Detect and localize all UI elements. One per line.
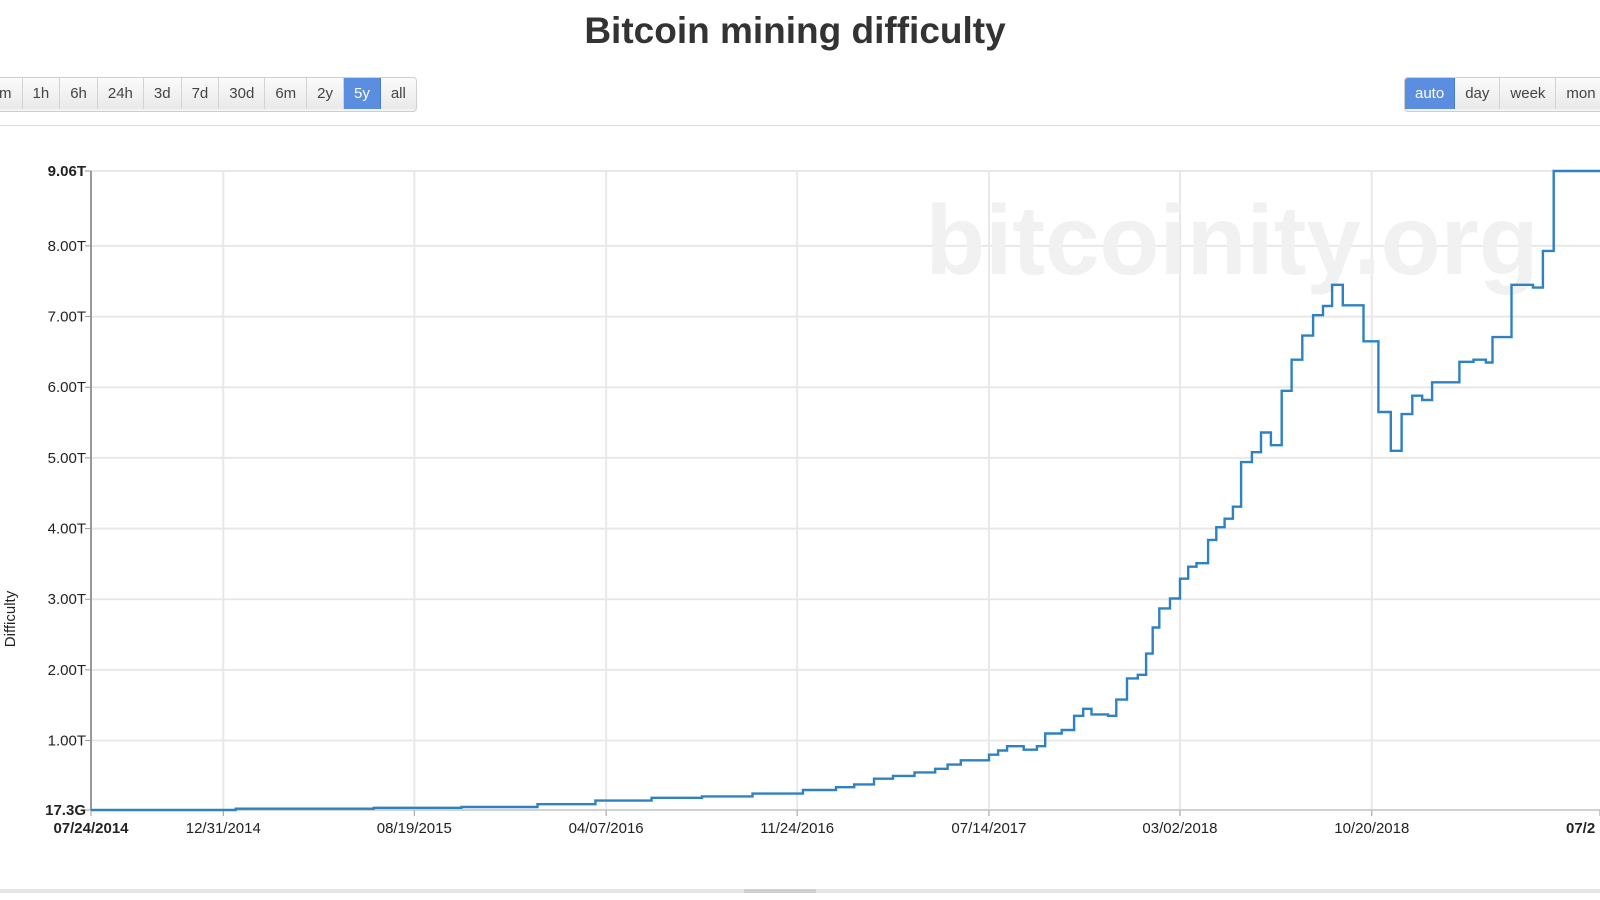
x-tick-label: 04/07/2016 [569, 820, 644, 837]
y-tick-label: 6.00T [48, 379, 86, 396]
difficulty-chart: bitcoinity.org 17.3G 1.00T 2.00T 3.00T 4.00T… [2, 163, 1600, 837]
interval-month-button[interactable]: mon [1556, 78, 1600, 109]
x-tick-label: 10/20/2018 [1334, 820, 1409, 837]
range-7d-button[interactable]: 7d [181, 78, 220, 109]
y-tick-label: 17.3G [45, 802, 86, 819]
range-1h-button[interactable]: 1h [22, 78, 61, 109]
range-6h-button[interactable]: 6h [60, 78, 98, 109]
x-tick-label: 11/24/2016 [760, 820, 834, 837]
y-axis: 17.3G 1.00T 2.00T 3.00T 4.00T 5.00T 6.00T 7.00T… [45, 163, 92, 819]
range-all-button[interactable]: all [380, 78, 416, 109]
x-tick-label: 12/31/2014 [186, 820, 261, 837]
interval-week-button[interactable]: week [1500, 78, 1557, 109]
x-tick-label: 07/14/2017 [951, 820, 1026, 837]
y-tick-label: 4.00T [48, 521, 86, 538]
y-tick-label: 1.00T [48, 733, 86, 750]
x-tick-label: 08/19/2015 [377, 820, 452, 837]
y-tick-label: 7.00T [48, 309, 86, 326]
range-30d-button[interactable]: 30d [219, 78, 266, 109]
chart-title: Bitcoin mining difficulty [584, 10, 1006, 51]
range-3d-button[interactable]: 3d [143, 78, 182, 109]
scroll-thumb[interactable] [744, 889, 816, 893]
y-tick-label: 3.00T [48, 591, 86, 608]
range-5y-button[interactable]: 5y [344, 78, 381, 109]
interval-selector: auto day week mon [1404, 77, 1600, 112]
range-2y-button[interactable]: 2y [307, 78, 344, 109]
watermark: bitcoinity.org [925, 185, 1538, 295]
chart-grid [91, 170, 1600, 811]
header-divider [0, 125, 1600, 126]
y-tick-label: 9.06T [48, 163, 86, 180]
x-tick-label: 07/24/2014 [53, 820, 129, 837]
interval-auto-button[interactable]: auto [1405, 78, 1456, 109]
difficulty-series-line [91, 169, 1600, 812]
y-tick-label: 2.00T [48, 662, 86, 679]
y-tick-label: 8.00T [48, 238, 86, 255]
range-24h-button[interactable]: 24h [97, 78, 144, 109]
range-selector: m 1h 6h 24h 3d 7d 30d 6m 2y 5y all [0, 77, 417, 112]
y-tick-label: 5.00T [48, 450, 86, 467]
interval-day-button[interactable]: day [1455, 78, 1501, 109]
range-6m-button[interactable]: 6m [265, 78, 308, 109]
x-tick-label: 03/02/2018 [1142, 820, 1217, 837]
x-tick-label: 07/2 [1566, 820, 1595, 837]
y-axis-title: Difficulty [2, 590, 19, 647]
x-axis: 07/24/2014 12/31/2014 08/19/2015 04/07/2016… [53, 809, 1600, 837]
range-m-button[interactable]: m [0, 78, 23, 109]
